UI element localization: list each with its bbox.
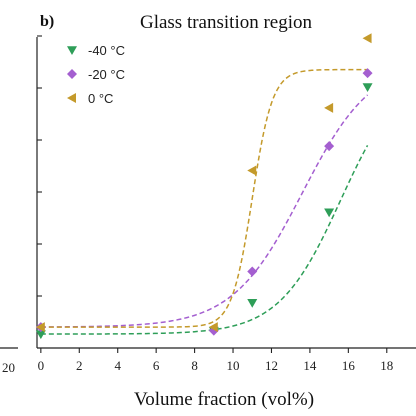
- data-points: [35, 33, 373, 340]
- legend-marker: [67, 93, 76, 103]
- data-point: [35, 330, 46, 340]
- fit-curve: [40, 144, 369, 335]
- fit-curve: [40, 68, 368, 328]
- x-axis-label: Volume fraction (vol%): [134, 389, 314, 410]
- x-tick-label: 4: [114, 358, 121, 373]
- data-point: [247, 165, 257, 176]
- x-tick-label: 2: [76, 358, 83, 373]
- x-ticks: 0 2 4 6 8 10 12 14 16 18: [38, 348, 393, 373]
- data-point: [362, 83, 373, 92]
- legend-label: -20 °C: [88, 67, 125, 82]
- fit-curve: [40, 94, 369, 328]
- data-point: [35, 322, 45, 333]
- x-tick-label: 0: [38, 358, 45, 373]
- panel-label: b): [40, 13, 54, 30]
- plot-frame: [36, 37, 416, 349]
- x-tick-label: 12: [265, 358, 278, 373]
- legend: -40 °C -20 °C 0 °C: [67, 43, 125, 106]
- data-point: [208, 322, 218, 333]
- legend-marker: [67, 69, 77, 79]
- y-ticks: [37, 35, 42, 297]
- legend-label: -40 °C: [88, 43, 125, 58]
- legend-marker: [67, 46, 77, 55]
- data-point: [362, 33, 372, 44]
- x-tick-label: 10: [227, 358, 240, 373]
- x-tick-label: 8: [191, 358, 198, 373]
- data-point: [247, 299, 258, 308]
- fit-curves: [40, 68, 369, 335]
- x-tick-label: 16: [342, 358, 356, 373]
- left-panel-tick-label: 20: [2, 360, 15, 375]
- data-point: [324, 141, 335, 152]
- x-tick-label: 18: [380, 358, 393, 373]
- legend-label: 0 °C: [88, 91, 113, 106]
- data-point: [247, 266, 258, 277]
- chart-title: Glass transition region: [140, 12, 313, 33]
- data-point: [324, 208, 335, 218]
- x-tick-label: 14: [303, 358, 317, 373]
- data-point: [362, 68, 373, 79]
- data-point: [324, 102, 334, 113]
- x-tick-label: 6: [153, 358, 160, 373]
